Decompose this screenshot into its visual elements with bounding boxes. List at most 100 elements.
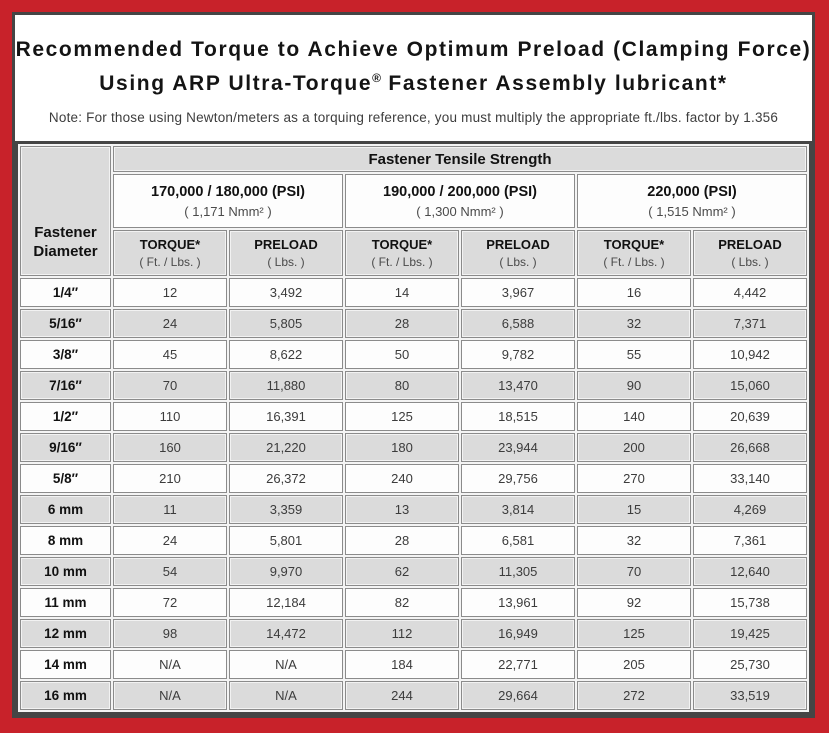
value-cell: 272 <box>577 681 691 710</box>
value-cell: 9,970 <box>229 557 343 586</box>
table-row: 8 mm 24 5,801 28 6,581 32 7,361 <box>20 526 807 555</box>
value-cell: 12 <box>113 278 227 307</box>
preload-column-header-3: PRELOAD ( Lbs. ) <box>693 230 807 276</box>
torque-label: TORQUE* <box>371 237 433 252</box>
value-cell: 140 <box>577 402 691 431</box>
value-cell: 26,668 <box>693 433 807 462</box>
value-cell: 14 <box>345 278 459 307</box>
value-cell: 110 <box>113 402 227 431</box>
value-cell: 90 <box>577 371 691 400</box>
value-cell: 7,361 <box>693 526 807 555</box>
value-cell: 80 <box>345 371 459 400</box>
value-cell: 19,425 <box>693 619 807 648</box>
value-cell: 3,814 <box>461 495 575 524</box>
diameter-cell: 5/8″ <box>20 464 111 493</box>
diameter-cell: 9/16″ <box>20 433 111 462</box>
value-cell: 55 <box>577 340 691 369</box>
diameter-cell: 1/4″ <box>20 278 111 307</box>
value-cell: 20,639 <box>693 402 807 431</box>
value-cell: 125 <box>577 619 691 648</box>
value-cell: 184 <box>345 650 459 679</box>
value-cell: 62 <box>345 557 459 586</box>
preload-label: PRELOAD <box>254 237 318 252</box>
value-cell: 24 <box>113 526 227 555</box>
psi-group-1-header: 170,000 / 180,000 (PSI) ( 1,171 Nmm² ) <box>113 174 343 228</box>
torque-conversion-note: Note: For those using Newton/meters as a… <box>48 110 779 125</box>
diameter-cell: 12 mm <box>20 619 111 648</box>
psi-group-3-header: 220,000 (PSI) ( 1,515 Nmm² ) <box>577 174 807 228</box>
diameter-cell: 14 mm <box>20 650 111 679</box>
content-panel: Recommended Torque to Achieve Optimum Pr… <box>12 12 815 718</box>
value-cell: 3,492 <box>229 278 343 307</box>
psi-group-2-label: 190,000 / 200,000 (PSI) <box>383 183 537 200</box>
table-row: 1/4″ 12 3,492 14 3,967 16 4,442 <box>20 278 807 307</box>
value-cell: 45 <box>113 340 227 369</box>
diameter-cell: 8 mm <box>20 526 111 555</box>
psi-group-2-nmm: ( 1,300 Nmm² ) <box>416 203 504 219</box>
value-cell: 15 <box>577 495 691 524</box>
torque-column-header-3: TORQUE* ( Ft. / Lbs. ) <box>577 230 691 276</box>
table-row: 16 mm N/A N/A 244 29,664 272 33,519 <box>20 681 807 710</box>
value-cell: 13,470 <box>461 371 575 400</box>
value-cell: 12,184 <box>229 588 343 617</box>
value-cell: 3,967 <box>461 278 575 307</box>
torque-column-header-1: TORQUE* ( Ft. / Lbs. ) <box>113 230 227 276</box>
tensile-strength-header: Fastener Tensile Strength <box>113 146 807 172</box>
diameter-cell: 10 mm <box>20 557 111 586</box>
value-cell: 12,640 <box>693 557 807 586</box>
value-cell: 18,515 <box>461 402 575 431</box>
table-row: 7/16″ 70 11,880 80 13,470 90 15,060 <box>20 371 807 400</box>
torque-unit: ( Ft. / Lbs. ) <box>139 255 201 269</box>
value-cell: 92 <box>577 588 691 617</box>
diameter-cell: 11 mm <box>20 588 111 617</box>
value-cell: 32 <box>577 526 691 555</box>
table-row: 12 mm 98 14,472 112 16,949 125 19,425 <box>20 619 807 648</box>
title-area: Recommended Torque to Achieve Optimum Pr… <box>15 15 812 141</box>
value-cell: 29,756 <box>461 464 575 493</box>
value-cell: 244 <box>345 681 459 710</box>
psi-group-3-label: 220,000 (PSI) <box>647 183 737 200</box>
preload-unit: ( Lbs. ) <box>499 255 537 269</box>
value-cell: 205 <box>577 650 691 679</box>
value-cell: 7,371 <box>693 309 807 338</box>
page-title-line2: Using ARP Ultra-Torque® Fastener Assembl… <box>15 64 812 98</box>
tensile-strength-header-row: Fastener Diameter Fastener Tensile Stren… <box>20 146 807 276</box>
value-cell: 21,220 <box>229 433 343 462</box>
table-row: 5/8″ 210 26,372 240 29,756 270 33,140 <box>20 464 807 493</box>
value-cell: N/A <box>229 681 343 710</box>
table-row: 9/16″ 160 21,220 180 23,944 200 26,668 <box>20 433 807 462</box>
psi-group-1-label: 170,000 / 180,000 (PSI) <box>151 183 305 200</box>
value-cell: N/A <box>113 681 227 710</box>
value-cell: 9,782 <box>461 340 575 369</box>
value-cell: 33,519 <box>693 681 807 710</box>
value-cell: N/A <box>113 650 227 679</box>
preload-label: PRELOAD <box>486 237 550 252</box>
value-cell: 22,771 <box>461 650 575 679</box>
value-cell: 15,060 <box>693 371 807 400</box>
value-cell: 6,588 <box>461 309 575 338</box>
value-cell: 82 <box>345 588 459 617</box>
value-cell: 125 <box>345 402 459 431</box>
preload-label: PRELOAD <box>718 237 782 252</box>
table-row: 11 mm 72 12,184 82 13,961 92 15,738 <box>20 588 807 617</box>
value-cell: 5,801 <box>229 526 343 555</box>
fastener-diameter-header: Fastener Diameter <box>20 146 111 276</box>
value-cell: 5,805 <box>229 309 343 338</box>
value-cell: 33,140 <box>693 464 807 493</box>
value-cell: 13,961 <box>461 588 575 617</box>
value-cell: 29,664 <box>461 681 575 710</box>
diameter-cell: 3/8″ <box>20 340 111 369</box>
value-cell: 8,622 <box>229 340 343 369</box>
preload-unit: ( Lbs. ) <box>267 255 305 269</box>
value-cell: 4,269 <box>693 495 807 524</box>
value-cell: 14,472 <box>229 619 343 648</box>
value-cell: N/A <box>229 650 343 679</box>
value-cell: 25,730 <box>693 650 807 679</box>
table-body: 1/4″ 12 3,492 14 3,967 16 4,442 5/16″ 24 5,805 28 6… <box>20 278 807 710</box>
table-row: 10 mm 54 9,970 62 11,305 70 12,640 <box>20 557 807 586</box>
value-cell: 240 <box>345 464 459 493</box>
table-row: 6 mm 11 3,359 13 3,814 15 4,269 <box>20 495 807 524</box>
value-cell: 28 <box>345 309 459 338</box>
registered-trademark-symbol: ® <box>372 71 381 85</box>
value-cell: 26,372 <box>229 464 343 493</box>
